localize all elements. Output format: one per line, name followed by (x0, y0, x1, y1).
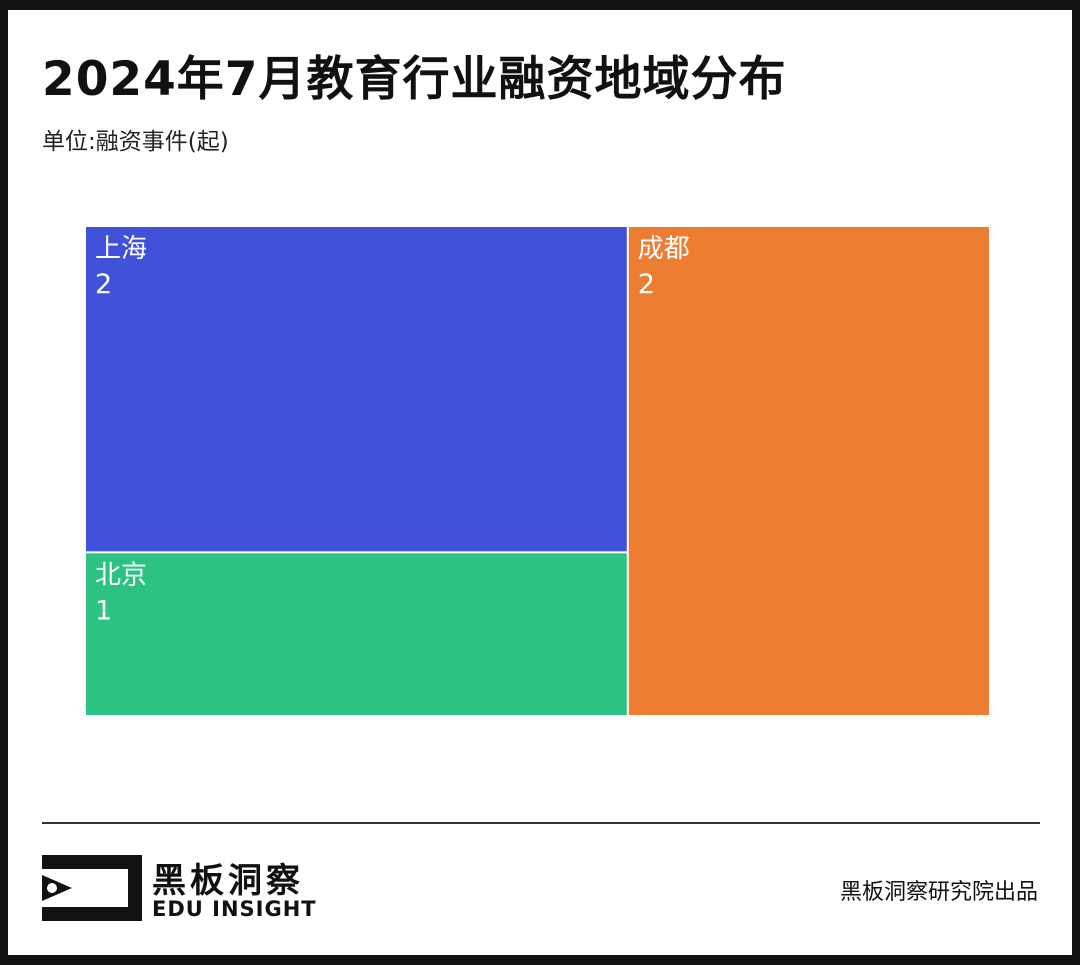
treemap-value-1: 1 (95, 595, 112, 626)
footer-divider (42, 822, 1040, 824)
treemap-chart: 上海 2 北京 1 成都 2 (86, 227, 989, 715)
treemap-rect-2 (628, 227, 989, 715)
brand-logo: 黑板洞察 EDU INSIGHT (42, 855, 322, 925)
treemap-value-2: 2 (638, 269, 655, 300)
treemap-rect-1 (86, 553, 627, 715)
treemap-cell-2: 成都 2 (628, 227, 989, 715)
edu-insight-logo-icon (42, 855, 142, 921)
credit-text: 黑板洞察研究院出品 (839, 880, 1038, 905)
brand-name-cn: 黑板洞察 (152, 861, 304, 901)
treemap-cell-0: 上海 2 (86, 227, 627, 552)
chart-unit-label: 单位:融资事件(起) (42, 129, 229, 155)
treemap-value-0: 2 (95, 269, 112, 300)
treemap-svg: 上海 2 北京 1 成都 2 (86, 227, 989, 715)
chart-card: 2024年7月教育行业融资地域分布 单位:融资事件(起) 上海 2 北京 1 成都 2 黑… (8, 10, 1072, 955)
treemap-label-2: 成都 (638, 234, 690, 264)
treemap-rect-0 (86, 227, 627, 552)
chart-title: 2024年7月教育行业融资地域分布 (42, 52, 787, 107)
treemap-label-0: 上海 (95, 234, 147, 264)
brand-name-en: EDU INSIGHT (152, 897, 317, 921)
treemap-label-1: 北京 (95, 560, 147, 590)
treemap-cell-1: 北京 1 (86, 553, 627, 715)
